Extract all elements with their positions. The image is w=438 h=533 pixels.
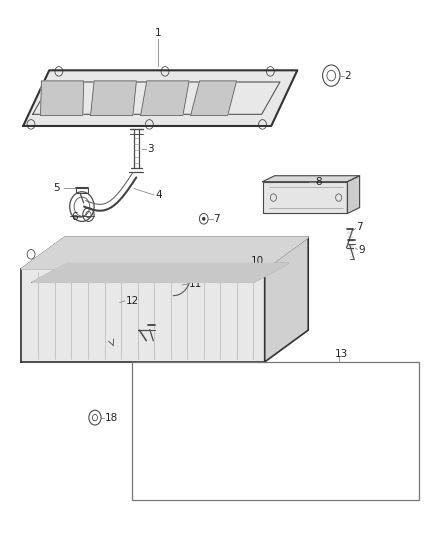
Text: 2: 2 — [344, 70, 350, 80]
Text: 16: 16 — [174, 422, 187, 432]
Polygon shape — [32, 263, 289, 282]
Bar — [132, 362, 419, 500]
Text: 13: 13 — [334, 349, 348, 359]
Text: 10: 10 — [251, 256, 264, 266]
Text: 9: 9 — [358, 245, 365, 255]
Polygon shape — [21, 237, 308, 269]
Text: 5: 5 — [53, 183, 60, 193]
Text: 14: 14 — [341, 403, 354, 414]
Text: 12: 12 — [125, 296, 139, 306]
Polygon shape — [141, 81, 189, 115]
Circle shape — [202, 217, 205, 220]
Polygon shape — [21, 269, 265, 362]
Text: 7: 7 — [213, 214, 220, 224]
Polygon shape — [41, 81, 84, 115]
Text: 8: 8 — [316, 176, 322, 187]
Polygon shape — [23, 70, 297, 126]
Polygon shape — [91, 81, 136, 115]
Circle shape — [155, 366, 170, 385]
Text: 4: 4 — [156, 190, 162, 200]
Text: 15: 15 — [323, 477, 337, 486]
Polygon shape — [262, 176, 360, 182]
Polygon shape — [265, 237, 308, 362]
Text: 6: 6 — [71, 212, 78, 222]
Text: 11: 11 — [188, 279, 202, 289]
Polygon shape — [191, 81, 237, 115]
Text: 18: 18 — [105, 413, 118, 423]
Text: 1: 1 — [155, 28, 161, 38]
Text: 17: 17 — [174, 369, 187, 378]
Text: 3: 3 — [147, 144, 154, 154]
Polygon shape — [347, 176, 360, 214]
Polygon shape — [262, 182, 347, 214]
Text: 7: 7 — [356, 222, 363, 232]
